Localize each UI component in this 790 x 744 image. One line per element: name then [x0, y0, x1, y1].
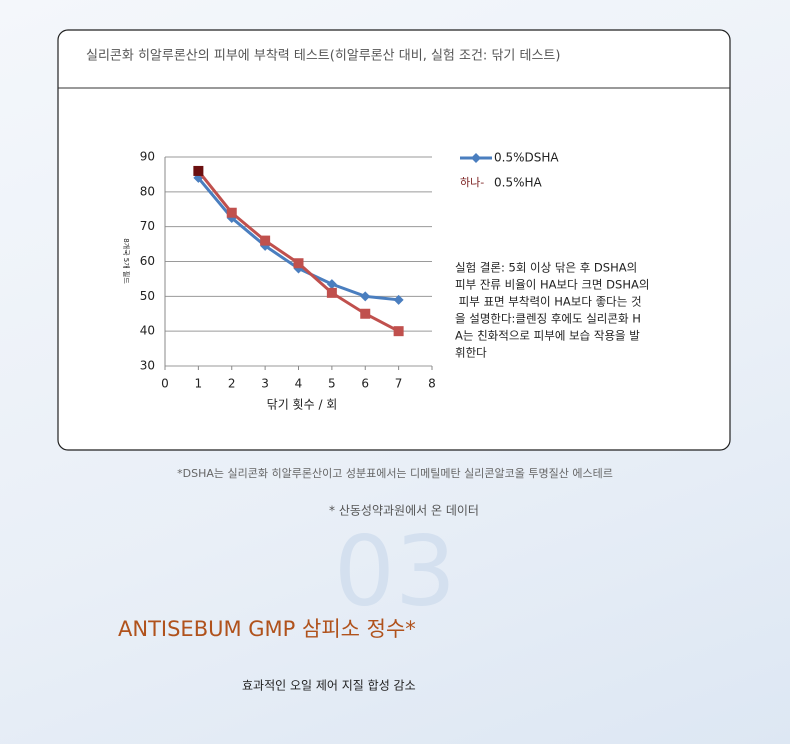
data-point: [193, 165, 204, 176]
footnote: *DSHA는 실리콘화 히알루론산이고 성분표에서는 디메틸메탄 실리콘알코올 …: [177, 466, 613, 480]
x-tick-label: 4: [295, 377, 303, 391]
annotation-line: 실험 결론: 5회 이상 닦은 후 DSHA의: [455, 261, 637, 275]
x-tick-label: 2: [228, 377, 236, 391]
y-tick-label: 60: [140, 254, 155, 268]
annotation-line: 을 설명한다:클렌징 후에도 실리콘화 H: [455, 312, 641, 326]
annotation-line: 휘한다: [455, 346, 487, 360]
data-point: [226, 207, 237, 218]
data-point: [360, 308, 371, 319]
section-number: 03: [334, 515, 456, 627]
section-subheading: 효과적인 오일 제어 지질 합성 감소: [242, 679, 416, 693]
x-tick-label: 6: [361, 377, 369, 391]
x-tick-label: 5: [328, 377, 336, 391]
x-tick-label: 7: [395, 377, 403, 391]
x-tick-label: 8: [428, 377, 436, 391]
x-axis-label: 닦기 횟수 / 회: [267, 398, 338, 412]
chart-title: 실리콘화 히알루론산의 피부에 부착력 테스트(히알루론산 대비, 실험 조건:…: [86, 49, 560, 64]
section-heading: ANTISEBUM GMP 삼피소 정수*: [118, 617, 416, 641]
annotation-line: 피부 표면 부착력이 HA보다 좋다는 것: [455, 295, 642, 309]
data-point: [360, 291, 371, 302]
legend-marker: [471, 153, 481, 163]
data-point: [393, 326, 404, 337]
annotation-line: 피부 잔류 비율이 HA보다 크면 DSHA의: [455, 278, 649, 292]
x-tick-label: 1: [195, 377, 203, 391]
legend-label: 0.5%DSHA: [494, 151, 559, 165]
legend-marker: 하나-: [460, 175, 484, 189]
data-point: [326, 287, 337, 298]
data-point: [326, 279, 337, 290]
y-tick-label: 80: [140, 184, 155, 198]
y-tick-label: 40: [140, 324, 155, 338]
y-axis-label: 8개국 5개 필드: [122, 238, 131, 284]
data-point: [260, 235, 271, 246]
data-point: [393, 294, 404, 305]
x-tick-label: 3: [261, 377, 269, 391]
chart-card: [57, 29, 731, 451]
data-point: [293, 258, 304, 269]
y-tick-label: 90: [140, 150, 155, 164]
y-tick-label: 50: [140, 289, 155, 303]
y-tick-label: 30: [140, 359, 155, 373]
legend-label: 0.5%HA: [494, 176, 543, 190]
source-note: * 산동성약과원에서 온 데이터: [329, 503, 479, 518]
annotation-line: A는 친화적으로 피부에 보습 작용을 발: [455, 329, 640, 343]
y-tick-label: 70: [140, 219, 155, 233]
x-tick-label: 0: [161, 377, 169, 391]
